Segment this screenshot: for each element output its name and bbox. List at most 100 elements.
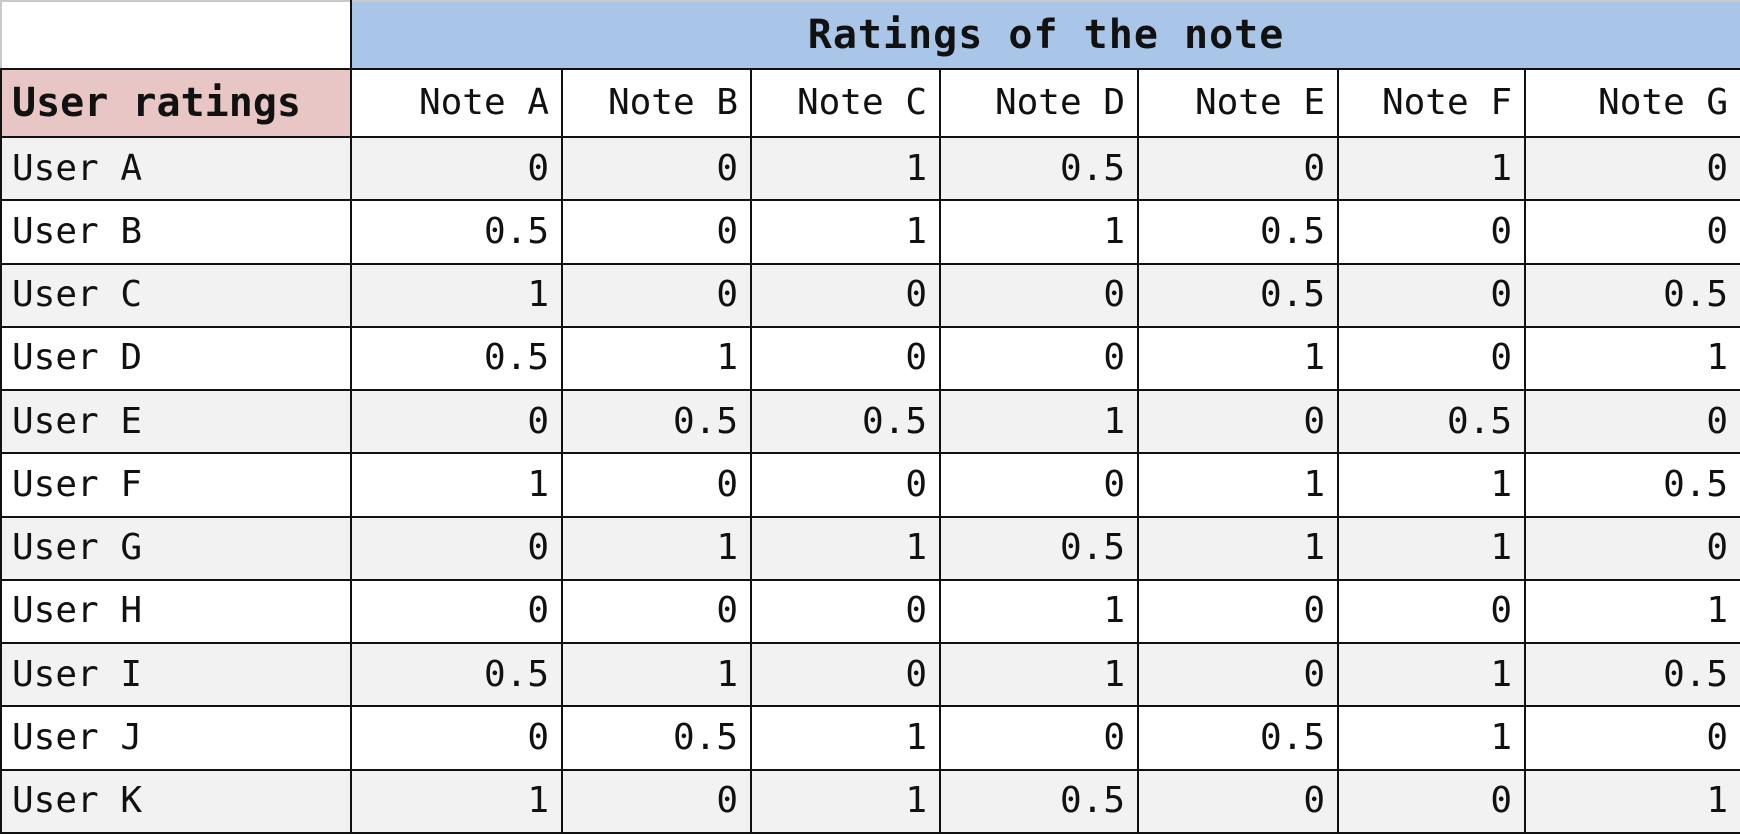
table-cell: 1 bbox=[939, 199, 1139, 265]
table-cell: 0.5 bbox=[939, 135, 1139, 202]
table-cell: 0 bbox=[1523, 389, 1740, 455]
table-cell: 0 bbox=[350, 515, 563, 581]
row-label: User C bbox=[0, 262, 352, 328]
table-cell: 0.5 bbox=[1137, 199, 1339, 265]
table-cell: 0 bbox=[1337, 768, 1526, 834]
table-cell: 1 bbox=[1137, 325, 1339, 392]
row-label: User A bbox=[0, 135, 352, 202]
table-cell: 0 bbox=[561, 578, 752, 645]
table-cell: 0 bbox=[939, 325, 1139, 392]
table-cell: 0.5 bbox=[561, 705, 752, 771]
table-cell: 0.5 bbox=[350, 325, 563, 392]
table-row: User D 0.5 1 0 0 1 0 1 bbox=[0, 325, 1740, 392]
table-cell: 0 bbox=[1523, 135, 1740, 202]
table-cell: 0 bbox=[1337, 578, 1526, 645]
table-cell: 0 bbox=[1137, 768, 1339, 834]
table-cell: 0 bbox=[750, 262, 941, 328]
table-cell: 1 bbox=[350, 452, 563, 518]
table-cell: 0 bbox=[561, 135, 752, 202]
table-row: User C 1 0 0 0 0.5 0 0.5 bbox=[0, 262, 1740, 328]
table-cell: 0 bbox=[561, 199, 752, 265]
table-cell: 0 bbox=[939, 262, 1139, 328]
table-cell: 1 bbox=[561, 515, 752, 581]
table-cell: 1 bbox=[1137, 452, 1339, 518]
table-cell: 0 bbox=[1137, 642, 1339, 708]
table-cell: 0 bbox=[1523, 199, 1740, 265]
row-label: User K bbox=[0, 768, 352, 834]
table-cell: 0.5 bbox=[750, 389, 941, 455]
table-cell: 0 bbox=[750, 642, 941, 708]
table-cell: 0.5 bbox=[1523, 452, 1740, 518]
table-row: User F 1 0 0 0 1 1 0.5 bbox=[0, 452, 1740, 518]
table-cell: 0.5 bbox=[1523, 262, 1740, 328]
row-label: User E bbox=[0, 389, 352, 455]
table-cell: 0 bbox=[350, 135, 563, 202]
table-cell: 1 bbox=[1337, 705, 1526, 771]
table-row: User A 0 0 1 0.5 0 1 0 bbox=[0, 135, 1740, 202]
row-label: User B bbox=[0, 199, 352, 265]
table-cell: 1 bbox=[750, 135, 941, 202]
table-row: User I 0.5 1 0 1 0 1 0.5 bbox=[0, 642, 1740, 708]
table-cell: 0 bbox=[750, 452, 941, 518]
table-cell: 0 bbox=[1523, 515, 1740, 581]
table-cell: 1 bbox=[1337, 642, 1526, 708]
table-cell: 0 bbox=[750, 578, 941, 645]
row-label: User D bbox=[0, 325, 352, 392]
table-title: Ratings of the note bbox=[349, 0, 1740, 70]
table-cell: 0.5 bbox=[1523, 642, 1740, 708]
row-label: User J bbox=[0, 705, 352, 771]
table-cell: 0 bbox=[939, 705, 1139, 771]
table-cell: 0.5 bbox=[1137, 705, 1339, 771]
table-cell: 0 bbox=[939, 452, 1139, 518]
table-cell: 1 bbox=[1523, 325, 1740, 392]
table-row: User J 0 0.5 1 0 0.5 1 0 bbox=[0, 705, 1740, 771]
table-cell: 0.5 bbox=[350, 642, 563, 708]
table-cell: 0 bbox=[561, 768, 752, 834]
column-header: Note B bbox=[561, 68, 752, 138]
table-cell: 0.5 bbox=[1337, 389, 1526, 455]
table-cell: 0.5 bbox=[939, 768, 1139, 834]
row-label: User H bbox=[0, 578, 352, 645]
corner-cell bbox=[0, 0, 352, 70]
table-cell: 1 bbox=[1337, 515, 1526, 581]
table-cell: 0 bbox=[350, 389, 563, 455]
table-cell: 1 bbox=[939, 578, 1139, 645]
column-header: Note D bbox=[939, 68, 1139, 138]
table-cell: 0 bbox=[1337, 325, 1526, 392]
table-cell: 1 bbox=[750, 199, 941, 265]
table-cell: 0.5 bbox=[1137, 262, 1339, 328]
row-header-label: User ratings bbox=[0, 68, 352, 138]
row-label: User G bbox=[0, 515, 352, 581]
table-cell: 0 bbox=[1337, 199, 1526, 265]
table-cell: 1 bbox=[939, 389, 1139, 455]
title-row: Ratings of the note bbox=[0, 0, 1740, 70]
table-cell: 0 bbox=[750, 325, 941, 392]
table-cell: 0 bbox=[1137, 578, 1339, 645]
table-cell: 1 bbox=[1337, 135, 1526, 202]
table-cell: 0.5 bbox=[350, 199, 563, 265]
table-cell: 1 bbox=[1337, 452, 1526, 518]
table-row: User E 0 0.5 0.5 1 0 0.5 0 bbox=[0, 389, 1740, 455]
column-header-row: User ratings Note A Note B Note C Note D Not… bbox=[0, 68, 1740, 138]
table-cell: 1 bbox=[1523, 768, 1740, 834]
table-cell: 1 bbox=[750, 705, 941, 771]
column-header: Note A bbox=[350, 68, 563, 138]
table-cell: 0 bbox=[350, 705, 563, 771]
table-cell: 1 bbox=[750, 515, 941, 581]
table-cell: 0.5 bbox=[561, 389, 752, 455]
table-cell: 1 bbox=[561, 325, 752, 392]
column-header: Note F bbox=[1337, 68, 1526, 138]
table-cell: 0 bbox=[1337, 262, 1526, 328]
table-cell: 1 bbox=[561, 642, 752, 708]
table-cell: 0 bbox=[350, 578, 563, 645]
row-label: User F bbox=[0, 452, 352, 518]
table-cell: 1 bbox=[1137, 515, 1339, 581]
table-cell: 1 bbox=[350, 768, 563, 834]
table-cell: 0 bbox=[1137, 389, 1339, 455]
table-cell: 0 bbox=[1523, 705, 1740, 771]
table-cell: 1 bbox=[939, 642, 1139, 708]
row-label: User I bbox=[0, 642, 352, 708]
